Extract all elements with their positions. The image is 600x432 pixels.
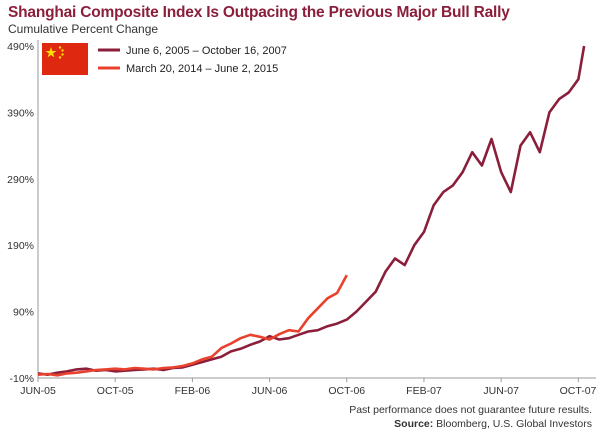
- y-tick-label: 190%: [7, 240, 34, 252]
- legend-label-2014: March 20, 2014 – June 2, 2015: [126, 63, 278, 75]
- china-flag-icon: [42, 43, 88, 75]
- source-line: Source: Bloomberg, U.S. Global Investors: [394, 418, 592, 430]
- x-tick-label: FEB-06: [175, 385, 211, 397]
- y-tick-labels: -10% 90% 190% 290% 390% 490%: [7, 41, 34, 385]
- x-tick-label: JUN-07: [483, 385, 519, 397]
- source-label: Source:: [394, 418, 434, 430]
- source-text: Bloomberg, U.S. Global Investors: [436, 418, 592, 430]
- series-line-2014-2015: [37, 274, 348, 377]
- series-lines: [37, 45, 586, 377]
- y-tick-label: 490%: [7, 41, 34, 53]
- legend-label-2005: June 6, 2005 – October 16, 2007: [126, 45, 287, 57]
- footnote: Past performance does not guarantee futu…: [349, 404, 592, 416]
- x-tick-labels: JUN-05 OCT-05 FEB-06 JUN-06 OCT-06 FEB-07 JUN-…: [20, 378, 597, 397]
- y-tick-label: -10%: [9, 373, 34, 385]
- x-tick-label: OCT-06: [328, 385, 365, 397]
- x-tick-label: FEB-07: [406, 385, 442, 397]
- x-tick-label: OCT-07: [560, 385, 597, 397]
- y-tick-label: 290%: [7, 174, 34, 186]
- x-tick-label: OCT-05: [97, 385, 134, 397]
- y-tick-label: 390%: [7, 107, 34, 119]
- chart-title: Shanghai Composite Index Is Outpacing th…: [8, 4, 510, 21]
- legend: June 6, 2005 – October 16, 2007 March 20…: [42, 43, 287, 75]
- chart-subtitle: Cumulative Percent Change: [8, 22, 159, 36]
- series-line-2005-2007: [37, 45, 586, 377]
- x-tick-label: JUN-05: [20, 385, 56, 397]
- x-tick-label: JUN-06: [252, 385, 288, 397]
- y-tick-label: 90%: [13, 307, 34, 319]
